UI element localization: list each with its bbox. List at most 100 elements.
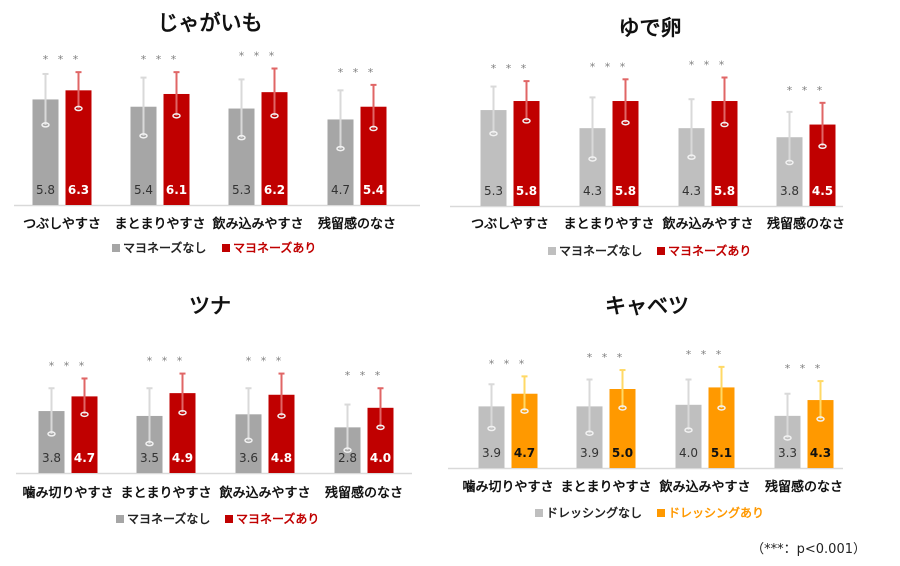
significance-marker: * * * (345, 369, 384, 382)
error-cap-bottom (145, 440, 154, 447)
x-tick-label: つぶしやすさ (471, 217, 549, 232)
significance-marker: * * * (246, 355, 285, 368)
data-label: 3.9 (482, 446, 501, 460)
error-cap-bottom (336, 145, 345, 152)
data-label: 5.8 (714, 184, 735, 198)
data-label: 4.3 (583, 184, 602, 198)
error-cap-bottom (818, 143, 827, 150)
legend-label: マヨネーズなし (559, 243, 642, 258)
category-group: 3.6 4.8 * * * 飲み込みやすさ (218, 355, 310, 501)
legend-label: ドレッシングあり (668, 505, 764, 520)
error-cap-bottom (80, 411, 89, 418)
data-label: 4.9 (172, 451, 193, 465)
data-label: 3.8 (780, 184, 799, 198)
x-tick-label: 噛み切りやすさ (462, 479, 553, 495)
x-tick-label: 飲み込みやすさ (211, 216, 303, 232)
data-label: 4.7 (331, 183, 350, 197)
error-cap-bottom (588, 156, 597, 162)
data-label: 5.4 (134, 183, 153, 197)
significance-marker: * * * (49, 359, 88, 372)
category-group: 3.9 4.7 * * * 噛み切りやすさ (462, 357, 553, 495)
error-cap-bottom (244, 437, 253, 444)
data-label: 4.0 (679, 446, 698, 460)
data-label: 3.8 (42, 451, 61, 465)
error-cap-bottom (520, 408, 529, 414)
error-cap-bottom (785, 159, 794, 166)
x-tick-label: 残留感のなさ (765, 479, 843, 495)
significance-marker: * * * (785, 362, 824, 375)
significance-marker: * * * (141, 53, 180, 66)
data-label: 5.4 (363, 183, 384, 197)
error-cap-bottom (489, 130, 498, 137)
error-cap-bottom (270, 113, 279, 119)
legend-swatch (535, 509, 543, 517)
data-label: 6.3 (68, 183, 89, 197)
category-group: 5.3 5.8 * * * つぶしやすさ (471, 62, 549, 232)
category-group: 5.8 6.3 * * * つぶしやすさ (23, 53, 101, 232)
error-cap-bottom (522, 118, 531, 124)
x-tick-label: つぶしやすさ (23, 217, 101, 232)
category-group: 4.7 5.4 * * * 残留感のなさ (318, 66, 396, 232)
category-group: 3.5 4.9 * * * まとまりやすさ (120, 355, 211, 501)
category-group: 4.0 5.1 * * * 飲み込みやすさ (658, 348, 750, 495)
category-group: 5.4 6.1 * * * まとまりやすさ (114, 53, 205, 232)
data-label: 5.3 (484, 184, 503, 198)
error-cap-bottom (618, 405, 627, 411)
legend-swatch (116, 515, 124, 523)
significance-marker: * * * (338, 66, 377, 79)
error-cap-bottom (621, 119, 630, 126)
category-group: 5.3 6.2 * * * 飲み込みやすさ (211, 50, 303, 233)
data-label: 4.3 (682, 184, 701, 198)
data-label: 2.8 (338, 451, 357, 465)
error-cap-bottom (585, 430, 594, 436)
chart-title: ツナ (189, 294, 231, 318)
significance-marker: * * * (489, 357, 528, 370)
significance-marker: * * * (686, 348, 725, 361)
legend-label: ドレッシングなし (546, 505, 642, 520)
x-tick-label: 残留感のなさ (767, 216, 845, 232)
error-cap-bottom (74, 105, 83, 112)
legend-swatch (548, 247, 556, 255)
data-label: 6.1 (166, 183, 187, 197)
data-label: 4.5 (812, 184, 833, 198)
bar-with (65, 90, 92, 205)
significance-marker: * * * (590, 60, 629, 73)
error-cap-bottom (487, 425, 496, 432)
legend-label: マヨネーズなし (127, 511, 210, 526)
significance-marker: * * * (147, 355, 186, 368)
data-label: 6.2 (264, 183, 285, 197)
data-label: 3.3 (778, 446, 797, 460)
significance-marker: * * * (239, 50, 278, 63)
data-label: 5.8 (516, 184, 537, 198)
x-tick-label: 飲み込みやすさ (218, 485, 310, 501)
legend-label: マヨネーズなし (123, 240, 206, 255)
significance-marker: * * * (787, 84, 826, 97)
x-tick-label: 残留感のなさ (318, 216, 396, 232)
category-group: 4.3 5.8 * * * まとまりやすさ (563, 60, 654, 232)
x-tick-label: まとまりやすさ (560, 480, 651, 495)
legend-swatch (225, 515, 233, 523)
chart-panel-1: じゃがいも 5.8 6.3 * * * つぶしやすさ 5.4 6.1 * * * まとまりやすさ… (14, 11, 420, 255)
chart-title: ゆで卵 (619, 16, 682, 40)
error-cap-bottom (277, 413, 286, 419)
error-cap-bottom (717, 405, 726, 411)
data-label: 4.7 (74, 451, 95, 465)
chart-title: じゃがいも (158, 11, 263, 35)
chart-panel-4: キャベツ 3.9 4.7 * * * 噛み切りやすさ 3.9 5.0 * * * まとまりやすさ… (448, 294, 843, 520)
x-tick-label: まとまりやすさ (563, 217, 654, 232)
data-label: 5.1 (711, 446, 732, 460)
category-group: 3.9 5.0 * * * まとまりやすさ (560, 351, 651, 495)
data-label: 4.8 (271, 451, 292, 465)
error-cap-bottom (783, 435, 792, 441)
data-label: 3.6 (239, 451, 258, 465)
data-label: 3.5 (140, 451, 159, 465)
category-group: 2.8 4.0 * * * 残留感のなさ (325, 369, 403, 501)
error-cap-bottom (720, 121, 729, 128)
data-label: 5.8 (615, 184, 636, 198)
error-cap-bottom (687, 154, 696, 160)
legend-swatch (222, 244, 230, 252)
x-tick-label: まとまりやすさ (120, 486, 211, 501)
